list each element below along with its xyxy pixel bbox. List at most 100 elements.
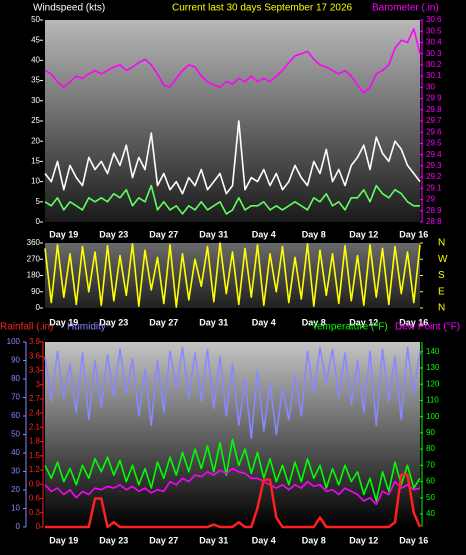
y-tick-label: 0 [36,303,41,312]
y3-tick-label: 2.7 [29,394,41,403]
y2-tick-label: 29 [426,195,435,204]
y2-tick-label: 140 [426,347,440,356]
y2-tick-label: W [438,254,448,265]
y2-tick-label: 29.4 [426,150,442,159]
x-tick-label: Day 16 [399,535,428,545]
y-tick-label: 100 [7,337,21,346]
y2-tick-label: 29.6 [426,127,442,136]
y2-tick-label: 29.8 [426,105,442,114]
x-tick-label: Day 27 [149,317,178,327]
x-tick-label: Day 23 [99,229,128,239]
y3-tick-label: 0 [36,522,41,531]
x-tick-label: Day 31 [199,229,228,239]
x-tick-label: Day 31 [199,535,228,545]
y2-tick-label: N [438,238,445,249]
x-tick-label: Day 23 [99,317,128,327]
y2-axis-label: Barometer (.in) [372,3,439,14]
y2-tick-label: 130 [426,363,440,372]
series-line [44,242,421,308]
y2-tick-label: 28.9 [426,206,442,215]
x-tick-label: Day 8 [302,317,326,327]
x-tick-label: Day 12 [349,535,378,545]
legend-label: Temperature (°F) [312,322,388,333]
y2-tick-label: 30.4 [426,38,442,47]
y3-tick-label: 1.8 [29,437,41,446]
x-tick-label: Day 19 [49,317,78,327]
y2-tick-label: 110 [426,396,439,405]
series-line [44,120,421,195]
y-tick-label: 270 [27,254,41,263]
y-tick-label: 30 [11,467,20,476]
series-line [44,184,420,215]
y-tick-label: 0 [36,217,41,226]
x-tick-label: Day 19 [49,535,78,545]
y3-tick-label: 0.9 [29,479,41,488]
x-tick-label: Day 16 [399,317,428,327]
x-tick-label: Day 19 [49,229,78,239]
y3-tick-label: 1.2 [29,465,41,474]
y-tick-label: 45 [31,35,40,44]
y2-tick-label: 29.1 [426,183,442,192]
y3-tick-label: 1.5 [29,451,41,460]
x-tick-label: Day 12 [349,229,378,239]
plot-area [45,342,420,527]
y3-axis-label: Rainfall (.in) [0,322,53,333]
y2-tick-label: 30 [426,82,435,91]
y3-tick-label: 3.9 [29,337,41,346]
y-tick-label: 360 [27,238,41,247]
y-tick-label: 15 [31,157,40,166]
y2-tick-label: 50 [426,493,435,502]
y2-tick-label: 70 [426,460,435,469]
y3-tick-label: 3.6 [29,351,41,360]
x-tick-label: Day 27 [149,535,178,545]
y2-tick-label: S [438,270,445,281]
y-tick-label: 20 [11,485,20,494]
series-line [44,467,421,506]
y-tick-label: 90 [11,356,20,365]
y-tick-label: 20 [31,136,40,145]
x-tick-label: Day 27 [149,229,178,239]
y2-tick-label: 100 [426,412,440,421]
chart-title: Current last 30 days September 17 2026 [172,3,353,14]
legend-label: Humidity [67,322,106,333]
x-tick-label: Day 4 [252,535,276,545]
x-tick-label: Day 23 [99,535,128,545]
y2-tick-label: 29.9 [426,94,442,103]
x-tick-label: Day 8 [302,229,326,239]
y-tick-label: 10 [11,504,20,513]
series-line [44,28,421,94]
y2-tick-label: 120 [426,379,440,388]
y-tick-label: 5 [36,197,41,206]
y2-tick-label: 30.2 [426,60,442,69]
y2-tick-label: 30.3 [426,49,442,58]
y-tick-label: 70 [11,393,20,402]
y2-tick-label: 80 [426,444,435,453]
y-tick-label: 80 [11,374,20,383]
y-tick-label: 40 [31,56,40,65]
x-tick-label: Day 31 [199,317,228,327]
y-tick-label: 50 [31,15,40,24]
y-axis-label: Windspeed (kts) [33,3,105,14]
series-line [45,473,422,529]
y-tick-label: 40 [11,448,20,457]
y-tick-label: 50 [11,430,20,439]
y3-tick-label: 3 [36,380,41,389]
y2-tick-label: 29.3 [426,161,442,170]
y-tick-label: 60 [11,411,20,420]
series-line [44,438,421,502]
y2-tick-label: 29.7 [426,116,442,125]
y3-tick-label: 3.3 [29,366,41,375]
y3-tick-label: 2.1 [29,422,41,431]
y-tick-label: 25 [31,116,40,125]
x-tick-label: Day 12 [349,317,378,327]
x-tick-label: Day 4 [252,229,276,239]
y3-tick-label: 0.3 [29,508,41,517]
y2-tick-label: 29.5 [426,139,442,148]
legend-label: Dew Point (°F) [395,322,460,333]
y-tick-label: 10 [31,177,40,186]
x-tick-label: Day 16 [399,229,428,239]
plot-area [45,20,420,222]
y2-tick-label: 40 [426,509,435,518]
